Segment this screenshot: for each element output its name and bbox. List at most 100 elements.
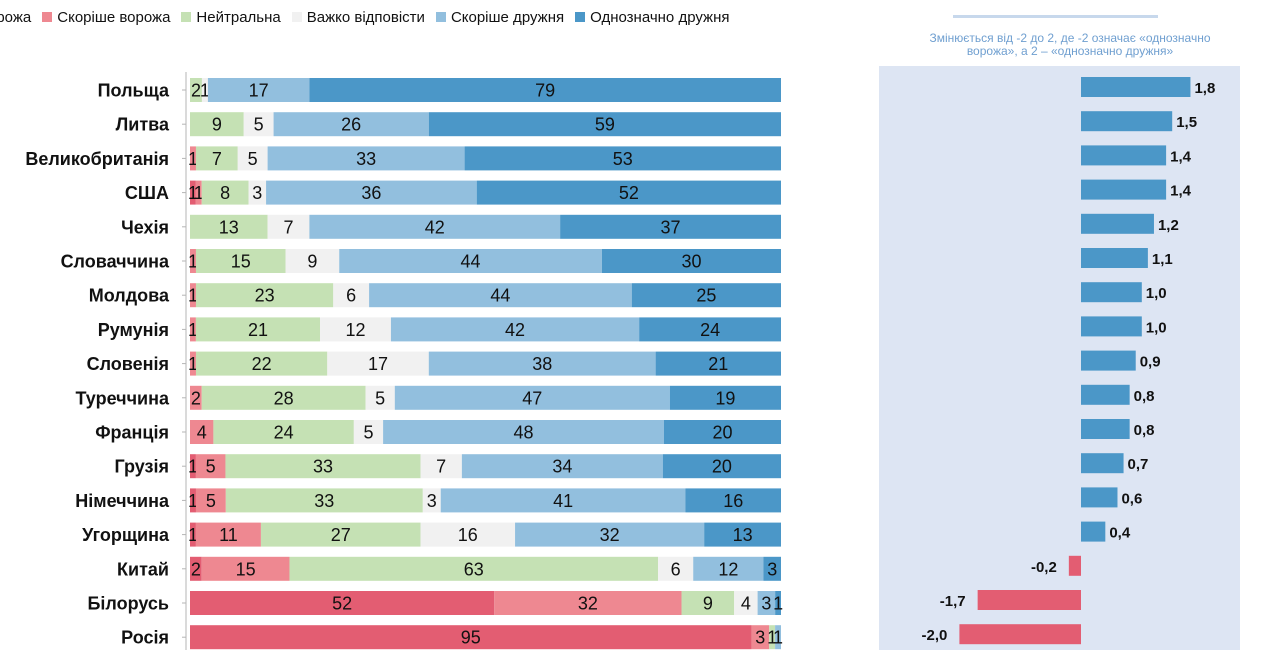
stacked-bar-segment: [190, 78, 202, 102]
legend-swatch: [291, 12, 302, 22]
stacked-bar-segment: [273, 112, 429, 137]
segment-value-label: 1: [188, 149, 198, 169]
stacked-bar-segment: [383, 420, 664, 444]
segment-value-label: 5: [254, 115, 264, 135]
stacked-bar-segment: [285, 249, 340, 273]
stacked-bar-segment: [662, 454, 781, 479]
segment-value-label: 28: [274, 388, 294, 408]
segment-value-label: 5: [375, 388, 385, 408]
segment-value-label: 11: [219, 525, 238, 545]
stacked-bar-segment: [476, 180, 781, 205]
segment-value-label: 21: [248, 320, 268, 340]
stacked-bar-segment: [769, 625, 776, 650]
stacked-bar-segment: [289, 556, 659, 581]
segment-value-label: 1: [188, 525, 198, 545]
segment-value-label: 1: [188, 491, 198, 511]
stacked-bar-segment: [201, 78, 208, 102]
segment-value-label: 19: [715, 388, 735, 408]
stacked-bar-segment: [775, 591, 781, 615]
segment-value-label: 7: [212, 149, 222, 169]
mean-score-bar: [1081, 350, 1136, 371]
stacked-bar-segment: [369, 283, 632, 308]
segment-value-label: 4: [197, 423, 207, 443]
stacked-bar-segment: [190, 180, 196, 205]
stacked-bar-segment: [190, 146, 196, 171]
segment-value-label: 1: [188, 354, 198, 374]
stacked-bar-segment: [267, 214, 310, 239]
segment-value-label: 3: [767, 559, 777, 579]
stacked-bar-segment: [195, 180, 202, 205]
stacked-bar-segment: [190, 488, 196, 513]
stacked-bar-segment: [704, 522, 781, 547]
country-label: Німеччина: [75, 491, 170, 511]
segment-value-label: 32: [600, 525, 620, 545]
mean-score-bar: [1081, 282, 1142, 303]
stacked-bar-segment: [190, 556, 202, 581]
segment-value-label: 37: [661, 217, 681, 237]
stacked-bar-segment: [763, 556, 781, 581]
stacked-bar-segment: [685, 488, 781, 513]
stacked-bar-segment: [394, 385, 670, 410]
stacked-bar-segment: [461, 454, 663, 479]
country-label: Польща: [98, 81, 170, 101]
stacked-bar-segment: [494, 591, 682, 615]
divider-line: [953, 15, 1158, 18]
stacked-bar-segment: [190, 625, 752, 650]
mean-score-bar: [1081, 316, 1142, 337]
stacked-bar-segment: [428, 112, 781, 137]
stacked-bar-segment: [658, 556, 694, 581]
segment-value-label: 1: [767, 628, 777, 648]
segment-value-label: 52: [619, 183, 639, 203]
stacked-bar-segment: [190, 591, 495, 615]
segment-value-label: 20: [712, 423, 732, 443]
stacked-bar-segment: [631, 283, 781, 308]
segment-value-label: 30: [681, 252, 701, 272]
segment-value-label: 1: [773, 628, 783, 648]
stacked-bar-segment: [440, 488, 686, 513]
legend-label: Нейтральна: [196, 8, 281, 26]
mean-score-bar: [1081, 145, 1167, 166]
segment-value-label: 1: [200, 81, 210, 101]
segment-value-label: 2: [191, 81, 201, 101]
mean-score-bar: [959, 624, 1081, 645]
segment-value-label: 33: [356, 149, 376, 169]
stacked-bar-segment: [195, 351, 328, 376]
country-label: Литва: [116, 115, 170, 135]
stacked-bar-segment: [195, 146, 238, 171]
legend-item: Важко відповісти: [291, 9, 425, 26]
legend-swatch: [42, 12, 53, 22]
legend-label: Однозначно дружня: [590, 8, 730, 26]
mean-score-label: 1,8: [1194, 80, 1215, 97]
segment-value-label: 4: [741, 594, 751, 614]
segment-value-label: 33: [314, 491, 334, 511]
stacked-bar-segment: [734, 591, 758, 615]
stacked-bar-segment: [601, 249, 781, 273]
legend-swatch: [181, 12, 192, 22]
segment-value-label: 3: [755, 628, 765, 648]
segment-value-label: 9: [307, 252, 317, 272]
stacked-bar-segment: [190, 351, 196, 376]
segment-value-label: 22: [252, 354, 272, 374]
legend-item: Нейтральна: [181, 8, 281, 26]
stacked-bar-segment: [195, 283, 334, 308]
country-label: Великобританія: [25, 149, 169, 169]
segment-value-label: 48: [514, 423, 534, 443]
country-label: Румунія: [98, 320, 169, 340]
segment-value-label: 2: [191, 559, 201, 579]
segment-value-label: 24: [700, 320, 720, 340]
segment-value-label: 23: [255, 286, 275, 306]
stacked-bar-segment: [751, 625, 770, 650]
stacked-bar-segment: [339, 249, 602, 273]
mean-score-bar: [1081, 248, 1148, 268]
stacked-bar-segment: [195, 488, 226, 513]
stacked-bar-segment: [669, 385, 781, 410]
segment-value-label: 3: [252, 183, 262, 203]
stacked-bar-segment: [195, 317, 321, 342]
segment-value-label: 9: [212, 115, 222, 135]
mean-score-label: 0,9: [1140, 354, 1161, 371]
legend-label: орожа: [0, 8, 32, 26]
segment-value-label: 42: [505, 320, 525, 340]
stacked-bar-segment: [190, 112, 244, 137]
country-label: Чехія: [121, 217, 169, 237]
country-label: Угорщина: [82, 525, 170, 545]
